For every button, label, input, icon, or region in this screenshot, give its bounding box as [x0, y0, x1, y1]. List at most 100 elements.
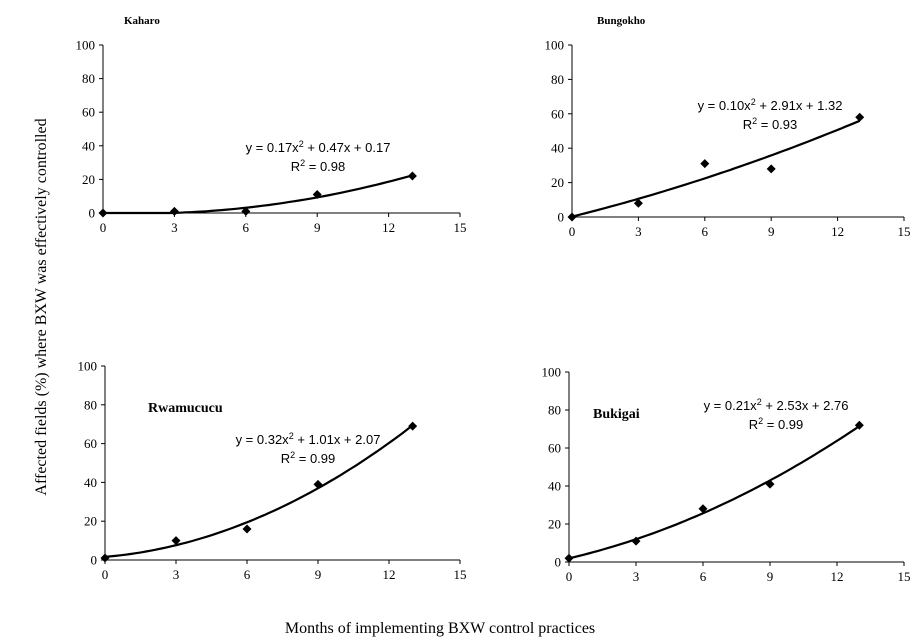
trend-equation-main: y = 0.21x — [704, 398, 758, 413]
data-point — [564, 553, 574, 563]
r-squared-label-superscript: 2 — [752, 116, 757, 126]
data-point — [633, 198, 643, 208]
data-point — [241, 206, 251, 216]
trend-equation: y = 0.21x2 + 2.53x + 2.76 — [704, 397, 849, 413]
x-tick-label: 0 — [100, 220, 107, 235]
y-tick-label: 60 — [551, 106, 564, 121]
y-tick-label: 0 — [558, 210, 565, 225]
trend-equation: y = 0.17x2 + 0.47x + 0.17 — [246, 139, 391, 155]
trend-equation-rest: + 2.53x + 2.76 — [762, 398, 849, 413]
r-squared-label: R2 = 0.93 — [743, 116, 798, 132]
x-tick-label: 3 — [633, 569, 640, 584]
panel-title: Bukigai — [593, 407, 640, 422]
y-tick-label: 20 — [84, 514, 97, 529]
data-point — [242, 524, 252, 534]
trend-equation-main: y = 0.32x — [236, 432, 290, 447]
x-tick-label: 9 — [768, 224, 775, 239]
x-tick-label: 15 — [898, 569, 911, 584]
trendline — [568, 425, 860, 560]
y-tick-label: 40 — [551, 141, 564, 156]
r-squared-label-rest: = 0.93 — [757, 117, 797, 132]
x-tick-label: 15 — [454, 567, 467, 582]
x-tick-label: 0 — [102, 567, 109, 582]
y-tick-label: 40 — [84, 475, 97, 490]
x-tick-label: 12 — [831, 569, 844, 584]
r-squared-label-rest: = 0.99 — [295, 451, 335, 466]
x-tick-label: 3 — [171, 220, 178, 235]
y-tick-label: 60 — [84, 436, 97, 451]
chart-panel: 0 20 40 60 80 100 0 3 6 9 12 15 Rwamucucu y = 0.32x2 … — [78, 359, 467, 583]
x-tick-label: 3 — [173, 567, 180, 582]
y-tick-label: 100 — [545, 38, 565, 53]
y-tick-label: 40 — [82, 138, 95, 153]
y-tick-label: 80 — [548, 403, 561, 418]
r-squared-label-rest: = 0.99 — [763, 417, 803, 432]
trend-equation-rest: + 0.47x + 0.17 — [304, 140, 391, 155]
trendline — [104, 424, 414, 558]
y-tick-label: 100 — [542, 365, 562, 380]
x-tick-label: 12 — [382, 220, 395, 235]
trend-equation: y = 0.32x2 + 1.01x + 2.07 — [236, 431, 381, 447]
trend-equation-main: y = 0.10x — [698, 98, 752, 113]
x-tick-label: 0 — [569, 224, 576, 239]
data-point — [631, 536, 641, 546]
data-point — [312, 190, 322, 200]
y-tick-label: 0 — [91, 553, 98, 568]
trend-equation: y = 0.10x2 + 2.91x + 1.32 — [698, 97, 843, 113]
trend-equation-superscript: 2 — [299, 139, 304, 149]
chart-panel: 0 20 40 60 80 100 0 3 6 9 12 15 Bukigai y = 0.21x2 + … — [542, 365, 911, 585]
data-point — [698, 504, 708, 514]
r-squared-label-main: R — [281, 451, 290, 466]
data-point — [408, 421, 418, 431]
y-tick-label: 20 — [82, 172, 95, 187]
y-tick-label: 80 — [82, 71, 95, 86]
trendline — [571, 119, 861, 218]
data-point — [407, 171, 417, 181]
data-point — [854, 420, 864, 430]
x-tick-label: 9 — [767, 569, 774, 584]
x-tick-label: 9 — [315, 567, 322, 582]
r-squared-label-superscript: 2 — [300, 158, 305, 168]
data-point — [171, 536, 181, 546]
chart-panel: 0 20 40 60 80 100 0 3 6 9 12 15 Bungokho y = 0.10x2 +… — [545, 15, 911, 239]
y-tick-label: 60 — [82, 105, 95, 120]
y-tick-label: 20 — [548, 517, 561, 532]
r-squared-label-main: R — [743, 117, 752, 132]
data-point — [855, 112, 865, 122]
x-tick-label: 0 — [566, 569, 573, 584]
data-point — [700, 159, 710, 169]
x-tick-label: 6 — [244, 567, 251, 582]
x-tick-label: 12 — [831, 224, 844, 239]
data-point — [313, 479, 323, 489]
panel-title: Rwamucucu — [148, 401, 223, 416]
trend-equation-superscript: 2 — [289, 431, 294, 441]
r-squared-label-main: R — [291, 159, 300, 174]
x-tick-label: 6 — [243, 220, 250, 235]
x-axis-label: Months of implementing BXW control pract… — [285, 620, 595, 637]
r-squared-label: R2 = 0.99 — [281, 450, 336, 466]
y-tick-label: 80 — [551, 72, 564, 87]
trend-equation-rest: + 2.91x + 1.32 — [756, 98, 843, 113]
x-tick-label: 15 — [454, 220, 467, 235]
y-tick-label: 40 — [548, 479, 561, 494]
x-tick-label: 6 — [700, 569, 707, 584]
data-point — [765, 479, 775, 489]
r-squared-label-superscript: 2 — [290, 450, 295, 460]
y-axis-label: Affected fields (%) where BXW was effect… — [33, 118, 50, 495]
y-tick-label: 20 — [551, 175, 564, 190]
r-squared-label-rest: = 0.98 — [305, 159, 345, 174]
x-tick-label: 9 — [314, 220, 321, 235]
trend-equation-rest: + 1.01x + 2.07 — [294, 432, 381, 447]
x-tick-label: 3 — [635, 224, 642, 239]
y-tick-label: 0 — [555, 555, 562, 570]
data-point — [100, 553, 110, 563]
y-tick-label: 60 — [548, 441, 561, 456]
data-point — [567, 212, 577, 222]
r-squared-label-superscript: 2 — [758, 416, 763, 426]
r-squared-label: R2 = 0.98 — [291, 158, 346, 174]
x-tick-label: 6 — [702, 224, 709, 239]
trend-equation-superscript: 2 — [757, 397, 762, 407]
trend-equation-main: y = 0.17x — [246, 140, 300, 155]
